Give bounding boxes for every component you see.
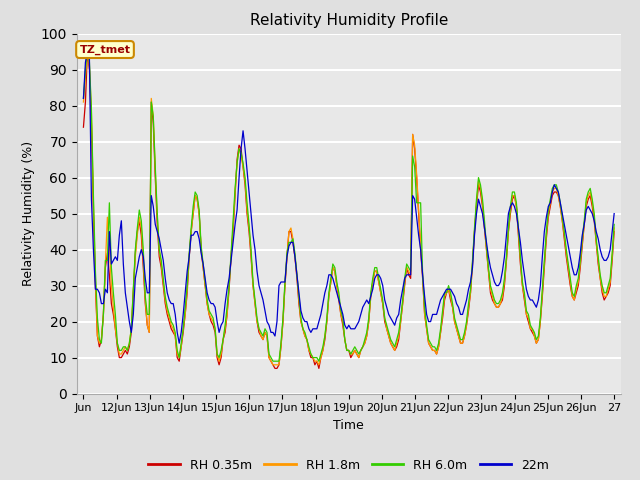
- Legend: RH 0.35m, RH 1.8m, RH 6.0m, 22m: RH 0.35m, RH 1.8m, RH 6.0m, 22m: [143, 454, 554, 477]
- RH 1.8m: [188, 228, 195, 234]
- RH 0.35m: [287, 228, 295, 234]
- RH 6.0m: [611, 221, 618, 227]
- RH 0.35m: [538, 293, 546, 300]
- RH 1.8m: [84, 48, 92, 54]
- RH 1.8m: [106, 243, 113, 249]
- RH 0.35m: [435, 344, 442, 349]
- RH 1.8m: [435, 344, 442, 349]
- RH 0.35m: [106, 272, 113, 277]
- RH 6.0m: [84, 45, 92, 51]
- X-axis label: Time: Time: [333, 419, 364, 432]
- RH 1.8m: [79, 99, 87, 105]
- 22m: [84, 48, 92, 54]
- RH 0.35m: [84, 48, 92, 54]
- 22m: [93, 286, 101, 292]
- RH 6.0m: [79, 96, 87, 101]
- RH 6.0m: [106, 200, 113, 205]
- RH 1.8m: [269, 362, 277, 368]
- RH 6.0m: [435, 340, 442, 346]
- RH 0.35m: [271, 366, 279, 372]
- RH 1.8m: [538, 290, 546, 296]
- RH 6.0m: [269, 358, 277, 364]
- RH 1.8m: [93, 333, 101, 339]
- Y-axis label: Relativity Humidity (%): Relativity Humidity (%): [22, 141, 35, 286]
- RH 1.8m: [611, 225, 618, 231]
- RH 0.35m: [188, 228, 195, 234]
- 22m: [287, 240, 295, 245]
- 22m: [611, 211, 618, 216]
- RH 6.0m: [538, 286, 546, 292]
- RH 6.0m: [93, 315, 101, 321]
- 22m: [79, 96, 87, 101]
- Line: RH 6.0m: RH 6.0m: [83, 48, 614, 361]
- 22m: [106, 228, 113, 234]
- RH 1.8m: [287, 225, 295, 231]
- Line: RH 1.8m: RH 1.8m: [83, 51, 614, 365]
- RH 0.35m: [611, 228, 618, 234]
- Line: 22m: 22m: [83, 51, 614, 343]
- RH 6.0m: [188, 225, 195, 231]
- RH 6.0m: [287, 240, 295, 245]
- Title: Relativity Humidity Profile: Relativity Humidity Profile: [250, 13, 448, 28]
- RH 0.35m: [79, 124, 87, 130]
- 22m: [175, 340, 183, 346]
- 22m: [538, 254, 546, 260]
- 22m: [189, 232, 197, 238]
- Text: TZ_tmet: TZ_tmet: [79, 44, 131, 55]
- RH 0.35m: [93, 333, 101, 339]
- Line: RH 0.35m: RH 0.35m: [83, 51, 614, 369]
- 22m: [435, 304, 442, 310]
